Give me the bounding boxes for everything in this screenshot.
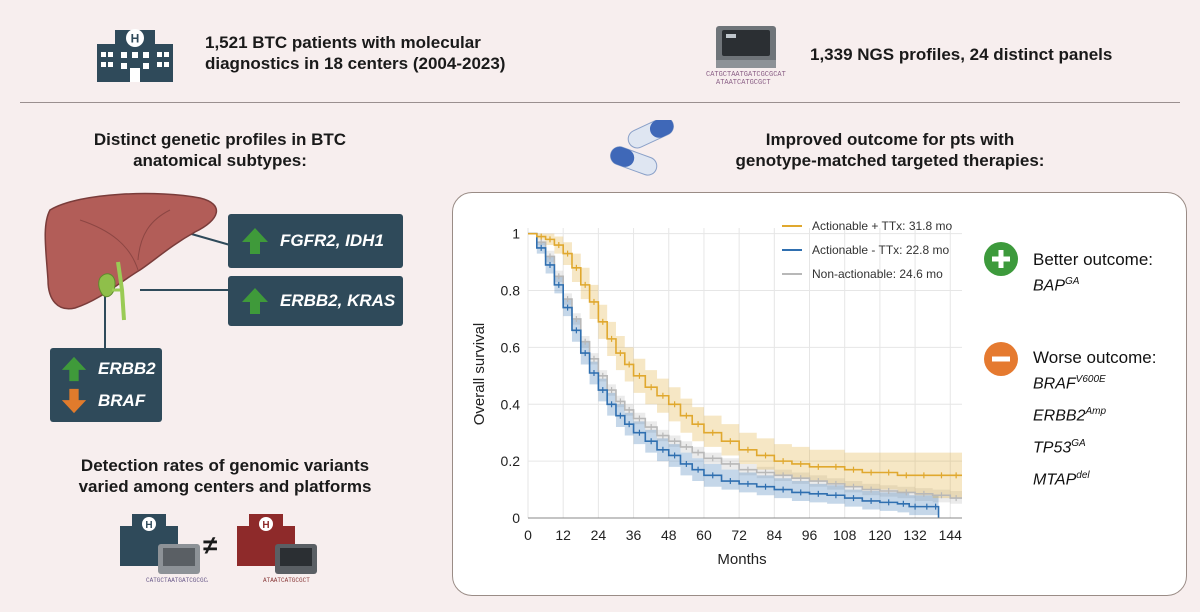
legend-label: Non-actionable: 24.6 mo	[812, 267, 943, 281]
survival-panel	[452, 192, 1187, 596]
extrahepatic-gene-box: ERBB2, KRAS	[228, 276, 403, 326]
x-tick-label: 84	[767, 527, 783, 543]
y-tick-label: 1	[512, 226, 520, 242]
better-gene-sup: GA	[1065, 276, 1080, 287]
not-equal-sign: ≠	[203, 530, 218, 560]
ngs-headline: 1,339 NGS profiles, 24 distinct panels	[810, 45, 1113, 64]
hospital-icon: H	[97, 29, 173, 82]
x-tick-label: 144	[939, 527, 963, 543]
svg-text:H: H	[131, 32, 140, 46]
better-gene: BAPGA	[1033, 276, 1079, 295]
x-axis-label: Months	[717, 551, 766, 568]
up-arrow-icon	[242, 288, 268, 314]
worse-gene-sup: V600E	[1075, 374, 1106, 385]
x-tick-label: 24	[591, 527, 607, 543]
svg-text:H: H	[145, 520, 152, 531]
y-tick-label: 0	[512, 510, 520, 526]
detection-headline: Detection rates of genomic variants vari…	[60, 455, 390, 497]
legend-label: Actionable + TTx: 31.8 mo	[812, 219, 953, 233]
intrahepatic-gene-box: FGFR2, IDH1	[228, 214, 403, 268]
y-tick-label: 0.2	[501, 453, 521, 469]
plus-icon	[992, 250, 1010, 268]
worse-gene-name: TP53	[1033, 439, 1072, 457]
plus-badge	[984, 242, 1018, 276]
up-arrow-icon	[61, 356, 87, 382]
y-tick-label: 0.6	[501, 339, 521, 355]
profiles-line-1: Distinct genetic profiles in BTC	[93, 130, 347, 149]
y-axis-label: Overall survival	[471, 323, 488, 426]
survival-curve	[528, 232, 962, 477]
profiles-line-2: anatomical subtypes:	[133, 151, 307, 170]
minus-icon	[992, 356, 1010, 362]
x-tick-label: 132	[903, 527, 927, 543]
worse-gene-erbb2: ERBB2Amp	[1033, 406, 1106, 425]
x-tick-label: 36	[626, 527, 642, 543]
improved-line-1: Improved outcome for pts with	[765, 130, 1015, 149]
worse-gene-sup: Amp	[1085, 406, 1107, 417]
detection-line-1: Detection rates of genomic variants	[80, 456, 370, 475]
worse-gene-mtap: MTAPdel	[1033, 470, 1090, 489]
dna-text-1: CATGCTAATGATCGCGCAT	[706, 71, 786, 79]
x-tick-label: 0	[524, 527, 532, 543]
improved-line-2: genotype-matched targeted therapies:	[735, 151, 1045, 170]
survival-curve	[528, 232, 940, 518]
worse-gene-name: BRAF	[1033, 375, 1076, 393]
better-outcome-label: Better outcome:	[1033, 250, 1154, 269]
worse-outcome-label: Worse outcome:	[1033, 348, 1157, 367]
x-tick-label: 48	[661, 527, 677, 543]
worse-gene-braf: BRAFV600E	[1033, 374, 1106, 393]
x-tick-label: 120	[868, 527, 892, 543]
dna-text-red: ATAATCATGCGCT	[263, 577, 310, 584]
dna-text-blue: CATGCTAATGATCGCGCAT	[146, 577, 208, 584]
svg-text:H: H	[262, 520, 269, 531]
minus-badge	[984, 342, 1018, 376]
better-gene-name: BAP	[1033, 277, 1066, 295]
patients-line-2: diagnostics in 18 centers (2004-2023)	[205, 54, 506, 73]
blue-center-sequencer-icon: H CATGCTAATGATCGCGCAT	[120, 514, 208, 584]
dna-text-2: ATAATCATGCGCT	[716, 79, 771, 87]
patients-line-1: 1,521 BTC patients with molecular	[205, 33, 481, 52]
gallbladder-gene-box: ERBB2 BRAF	[50, 348, 162, 422]
gallbladder-up-gene: ERBB2	[98, 359, 156, 378]
worse-gene-name: ERBB2	[1033, 407, 1086, 425]
pills-icon	[610, 120, 674, 176]
x-tick-label: 108	[833, 527, 857, 543]
down-arrow-icon	[61, 388, 87, 414]
legend-label: Actionable - TTx: 22.8 mo	[812, 243, 950, 257]
red-center-sequencer-icon: H ATAATCATGCGCT	[237, 514, 317, 584]
survival-curves	[528, 232, 962, 518]
improved-headline: Improved outcome for pts with genotype-m…	[700, 129, 1080, 171]
chart-axes: 0 12 24 36 48 60 72 84 96 108 120 132 144 0 0.2 0.4 0.6 0…	[501, 226, 963, 543]
liver-illustration	[44, 192, 231, 350]
x-tick-label: 72	[731, 527, 747, 543]
profiles-headline: Distinct genetic profiles in BTC anatomi…	[60, 129, 380, 171]
gallbladder-down-gene: BRAF	[98, 391, 146, 410]
x-tick-label: 12	[555, 527, 571, 543]
intrahepatic-genes: FGFR2, IDH1	[280, 231, 384, 250]
worse-gene-sup: GA	[1071, 438, 1086, 449]
worse-gene-sup: del	[1076, 470, 1090, 481]
extrahepatic-genes: ERBB2, KRAS	[280, 291, 396, 310]
sequencer-icon: CATGCTAATGATCGCGCAT ATAATCATGCGCT	[706, 26, 786, 87]
detection-line-2: varied among centers and platforms	[78, 477, 372, 496]
x-tick-label: 96	[802, 527, 818, 543]
up-arrow-icon	[242, 228, 268, 254]
patients-headline: 1,521 BTC patients with molecular diagno…	[205, 32, 505, 74]
x-tick-label: 60	[696, 527, 712, 543]
y-tick-label: 0.8	[501, 283, 521, 299]
survival-chart: 0 12 24 36 48 60 72 84 96 108 120 132 144 0 0.2 0.4 0.6 0…	[471, 219, 963, 568]
y-tick-label: 0.4	[501, 396, 521, 412]
chart-legend: Actionable + TTx: 31.8 mo Actionable - TT…	[782, 219, 953, 281]
worse-gene-tp53: TP53GA	[1033, 438, 1086, 457]
header-divider	[20, 102, 1180, 103]
worse-gene-name: MTAP	[1033, 471, 1077, 489]
